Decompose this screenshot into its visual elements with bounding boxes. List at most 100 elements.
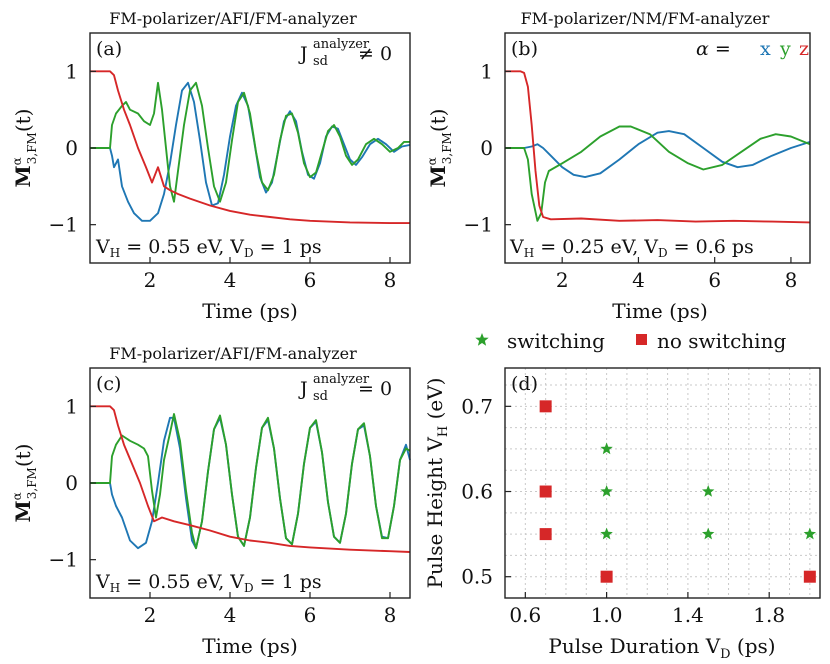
series-z-line: [90, 405, 411, 553]
ylabel-text: Pulse Height VH (eV): [423, 378, 451, 589]
xtick-label: 4: [224, 268, 237, 292]
panel-c: FM-polarizer/AFI/FM-analyzer 2 4 6 810−1 (c…: [10, 344, 411, 658]
vh-symbol: V: [95, 236, 110, 258]
ytick-label: 0.7: [461, 394, 493, 418]
vd-symbol: V: [229, 236, 244, 258]
ylabel-tail: (eV): [423, 378, 447, 426]
series-x-line: [505, 130, 811, 179]
xtick-label: 1.0: [591, 603, 623, 627]
no-switching-marker: [803, 570, 816, 583]
panel-c-annotation: J sd analyzer = 0: [298, 372, 392, 404]
switching-marker: [600, 442, 613, 455]
xtick-label: 6: [304, 268, 317, 292]
no-switching-marker: [539, 400, 552, 413]
xtick-label: 6: [304, 603, 317, 627]
panel-d-legend: switching no switching: [475, 329, 786, 353]
ytick-label: −1: [49, 213, 78, 237]
xtick-label: 2: [556, 268, 569, 292]
panel-b-xlabel: Time (ps): [612, 299, 708, 323]
xtick-label: 4: [632, 268, 645, 292]
ytick-label: 1: [65, 394, 78, 418]
panel-b-frame: [504, 32, 811, 264]
panel-d-label: (d): [511, 373, 538, 395]
vd-symbol: V: [643, 236, 658, 258]
vd-value: = 1 ps: [254, 571, 322, 593]
series-x-line: [90, 416, 411, 550]
ytick-label: 0: [65, 136, 78, 160]
panel-a-frame: [89, 32, 411, 264]
vh-value: = 0.55 eV,: [120, 236, 230, 258]
xtick-label: 1.8: [753, 603, 785, 627]
panel-a-xlabel: Time (ps): [202, 299, 298, 323]
vd-value: = 0.6 ps: [668, 236, 754, 258]
panel-d-ylabel: Pulse Height VH (eV): [423, 378, 451, 589]
vh-value: = 0.55 eV,: [120, 571, 230, 593]
series-y-line: [505, 125, 811, 222]
legend-prefix: α =: [696, 38, 731, 60]
ytick-label: 0.6: [461, 480, 493, 504]
series-z-line: [505, 70, 811, 224]
series-z-line: [90, 70, 410, 225]
ylabel-text: Mα3,FM(t): [10, 444, 39, 523]
panel-c-xlabel: Time (ps): [202, 634, 298, 658]
panel-a-title: FM-polarizer/AFI/FM-analyzer: [109, 9, 357, 28]
vd-symbol: V: [229, 571, 244, 593]
xlabel-tail: (ps): [731, 634, 776, 658]
ytick-label: 0: [480, 136, 493, 160]
xtick-label: 2: [144, 603, 157, 627]
annotation-sub: sd: [313, 54, 328, 69]
legend-switching-marker: [475, 333, 489, 346]
legend-x: x: [760, 38, 771, 60]
annotation-j: J: [298, 43, 308, 65]
vh-sub: H: [524, 246, 534, 260]
legend-no-switching-label: no switching: [657, 329, 786, 353]
xlabel-sub: D: [720, 647, 730, 662]
panel-a-annotation: J sd analyzer ≠ 0: [298, 37, 392, 69]
ylabel-main: Pulse Height V: [423, 437, 447, 589]
ytick-label: 1: [65, 59, 78, 83]
annotation-relation: = 0: [358, 378, 392, 400]
ylabel-text: Mα3,FM(t): [425, 109, 454, 188]
switching-marker: [600, 485, 613, 497]
vd-sub: D: [658, 246, 668, 260]
panel-c-params: VH = 0.55 eV, VD = 1 ps: [95, 571, 322, 595]
xtick-label: 8: [785, 268, 798, 292]
xtick-label: 6: [708, 268, 721, 292]
panel-d-xlabel: Pulse Duration VD (ps): [548, 634, 775, 662]
annotation-relation: ≠ 0: [358, 43, 392, 65]
legend-y: y: [779, 38, 791, 60]
ytick-label: −1: [49, 548, 78, 572]
ytick-label: 0: [65, 471, 78, 495]
ytick-label: 0.5: [461, 565, 493, 589]
annotation-sup: analyzer: [313, 37, 370, 52]
series-y-line: [90, 413, 411, 550]
panel-a: FM-polarizer/AFI/FM-analyzer 2 4 6 810−1 (a…: [10, 9, 411, 323]
panel-b-ylabel: Mα3,FM(t): [425, 109, 454, 188]
panel-a-label: (a): [96, 38, 122, 60]
panel-c-title: FM-polarizer/AFI/FM-analyzer: [109, 344, 357, 363]
annotation-sup: analyzer: [313, 372, 370, 387]
panel-b-plot: 2 4 6 810−1: [464, 59, 811, 292]
xtick-label: 2: [144, 268, 157, 292]
ytick-label: −1: [464, 213, 493, 237]
panel-b-label: (b): [511, 38, 538, 60]
no-switching-marker: [600, 570, 613, 583]
ylabel-text: Mα3,FM(t): [10, 109, 39, 188]
panel-c-frame: [89, 367, 411, 599]
xtick-label: 4: [224, 603, 237, 627]
vd-sub: D: [244, 581, 254, 595]
panel-b: FM-polarizer/NM/FM-analyzer 2 4 6 810−1 (b)…: [425, 9, 811, 323]
panel-d-plot: 0.6 1.0 1.4 1.8 0.5 0.6 0.7: [461, 368, 820, 627]
switching-marker: [702, 485, 715, 497]
panel-c-ylabel: Mα3,FM(t): [10, 444, 39, 523]
annotation-sub: sd: [313, 389, 328, 404]
legend-no-switching-marker: [636, 334, 647, 345]
legend-star-shape: [475, 333, 489, 346]
ytick-label: 1: [480, 59, 493, 83]
panel-d-frame: [504, 367, 821, 599]
no-switching-marker: [539, 485, 552, 498]
xtick-label: 0.6: [509, 603, 541, 627]
params-text: VH = 0.25 eV, VD = 0.6 ps: [509, 236, 754, 260]
panel-c-plot: 2 4 6 810−1: [49, 394, 411, 627]
